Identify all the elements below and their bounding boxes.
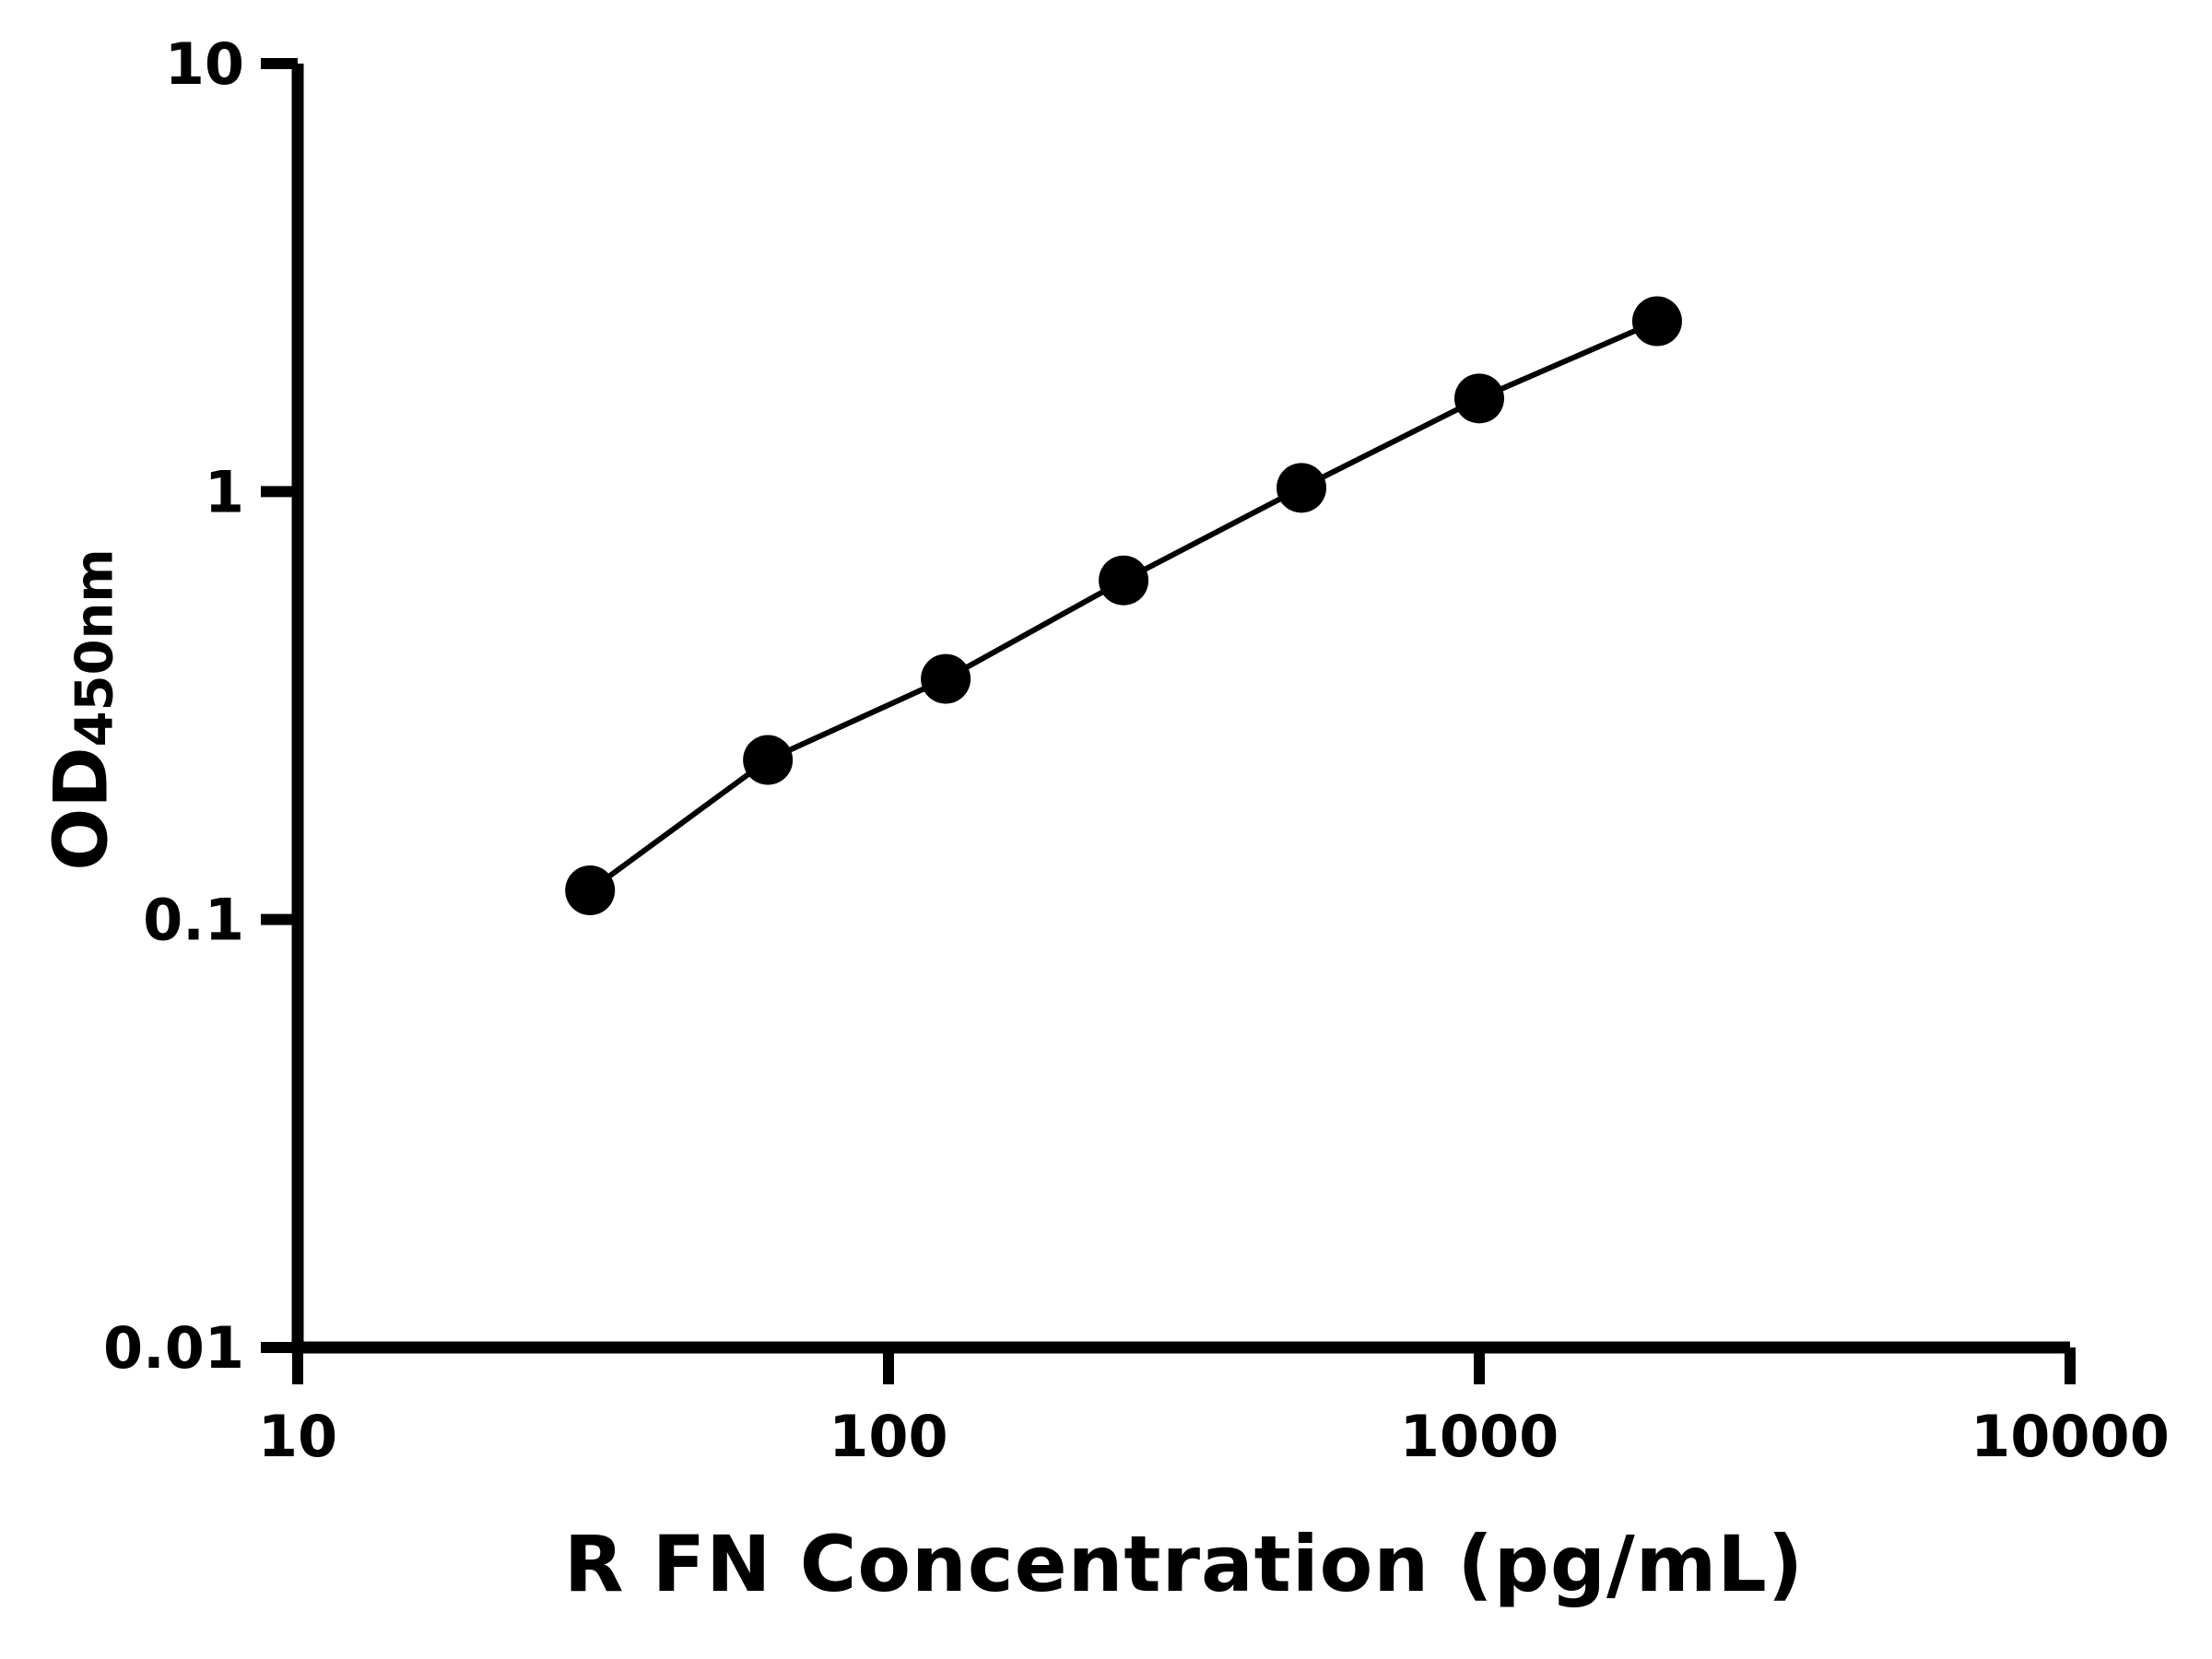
data-point-marker <box>921 653 971 704</box>
y-tick-label: 1 <box>205 458 244 525</box>
x-tick-label: 10000 <box>1971 1403 2170 1470</box>
x-tick-label: 10 <box>258 1403 337 1470</box>
y-axis-title-subscript: 450nm <box>65 548 125 747</box>
data-point-marker <box>1277 463 1327 513</box>
y-tick-label: 10 <box>165 30 244 98</box>
data-point-marker <box>565 865 616 916</box>
axes-spine <box>291 64 2070 1354</box>
y-axis-title-text: OD <box>38 747 124 871</box>
data-point-marker <box>743 735 794 785</box>
x-tick-label: 1000 <box>1400 1403 1559 1470</box>
x-axis-title: R FN Concentration (pg/mL) <box>563 1519 1805 1609</box>
data-point-marker <box>1454 373 1504 424</box>
data-point-marker <box>1631 296 1682 347</box>
y-tick-label: 0.1 <box>143 887 244 954</box>
data-point-marker <box>1099 555 1149 606</box>
y-axis-title: OD450nm <box>38 548 125 871</box>
y-tick-label: 0.01 <box>103 1314 244 1382</box>
x-tick-label: 100 <box>829 1403 947 1470</box>
